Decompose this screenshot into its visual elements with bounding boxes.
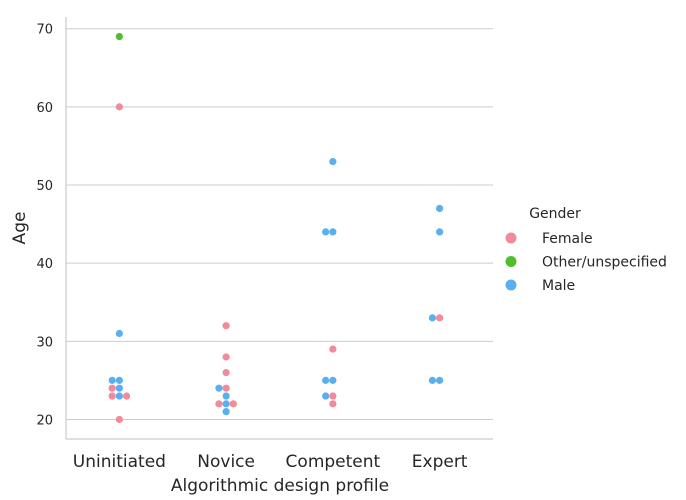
point-13	[222, 400, 230, 408]
point-26	[329, 345, 337, 353]
legend-marker-1	[505, 256, 517, 267]
legend-marker-2	[505, 279, 517, 291]
point-3	[122, 392, 131, 400]
point-32	[428, 314, 437, 322]
y-tick-40: 40	[36, 257, 53, 272]
x-tick-novice: Novice	[197, 452, 255, 472]
point-14	[229, 400, 237, 408]
point-6	[108, 376, 116, 384]
point-22	[322, 392, 330, 400]
point-31	[436, 376, 444, 384]
point-16	[215, 384, 223, 392]
y-tick-labels: 20 30 40 50 60 70	[36, 23, 53, 429]
point-25	[329, 376, 337, 384]
x-tick-uninitiated: Uninitiated	[73, 452, 166, 472]
point-21	[329, 400, 337, 408]
x-tick-expert: Expert	[412, 452, 468, 472]
point-29	[329, 157, 337, 166]
point-34	[436, 228, 444, 236]
point-11	[222, 408, 230, 416]
point-5	[115, 384, 123, 392]
legend-label-1: Other/unspecified	[542, 255, 667, 271]
y-axis-label: Age	[10, 212, 30, 245]
y-tick-20: 20	[36, 413, 53, 428]
point-10	[115, 32, 123, 41]
data-points	[108, 32, 444, 424]
point-2	[115, 392, 123, 400]
point-20	[222, 322, 230, 330]
axes	[65, 17, 493, 440]
point-19	[222, 353, 230, 361]
point-7	[115, 376, 123, 384]
x-tick-labels: Uninitiated Novice Competent Expert	[73, 452, 468, 472]
point-30	[428, 376, 437, 384]
x-tick-competent: Competent	[286, 452, 381, 472]
legend-title: Gender	[529, 206, 581, 222]
point-15	[222, 392, 230, 400]
y-gridlines	[66, 28, 493, 420]
point-35	[436, 204, 444, 213]
legend-label-0: Female	[542, 231, 593, 247]
point-27	[322, 228, 330, 236]
x-axis-label: Algorithmic design profile	[171, 476, 389, 496]
point-18	[222, 368, 230, 377]
point-1	[108, 392, 116, 400]
point-33	[436, 314, 444, 322]
y-tick-60: 60	[36, 101, 53, 116]
legend: Gender Female Other/unspecified Male	[505, 206, 667, 294]
point-0	[115, 415, 123, 424]
point-4	[108, 384, 116, 392]
y-tick-70: 70	[36, 23, 53, 38]
point-24	[322, 376, 330, 384]
legend-marker-0	[505, 232, 517, 244]
point-12	[215, 400, 223, 408]
point-28	[329, 228, 337, 236]
point-9	[115, 103, 123, 111]
legend-label-2: Male	[542, 278, 575, 294]
point-17	[222, 384, 230, 392]
point-23	[329, 392, 337, 400]
y-tick-50: 50	[36, 179, 53, 194]
point-8	[115, 329, 123, 338]
y-tick-30: 30	[36, 335, 53, 350]
